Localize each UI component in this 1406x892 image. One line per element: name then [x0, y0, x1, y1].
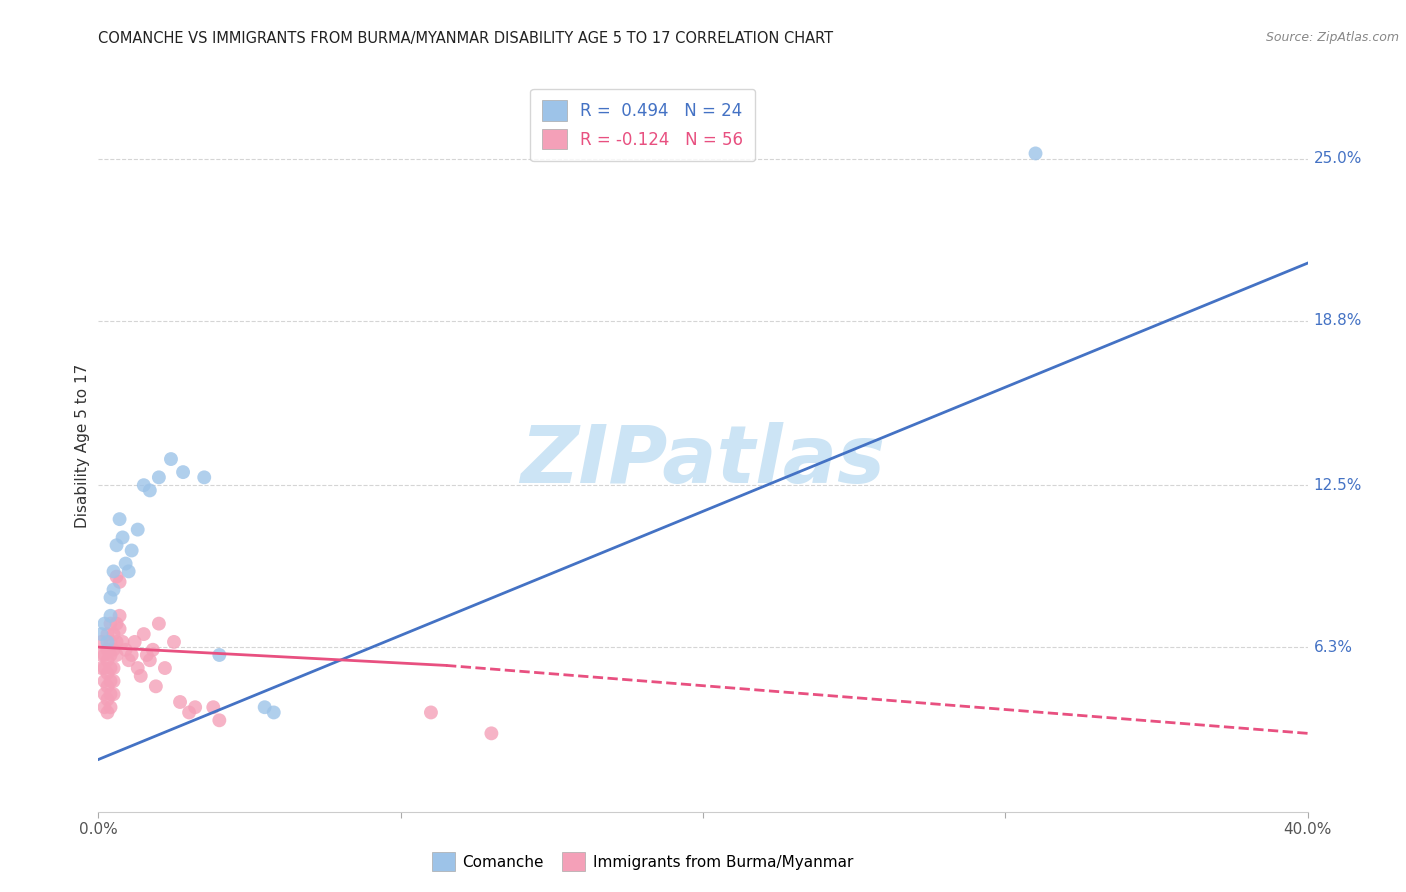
Point — [132, 478, 155, 492]
Point — [100, 700, 122, 714]
Point — [108, 512, 131, 526]
Point — [124, 635, 146, 649]
Point — [96, 692, 118, 706]
Point — [96, 679, 118, 693]
Point — [148, 470, 170, 484]
Point — [153, 661, 176, 675]
Text: Source: ZipAtlas.com: Source: ZipAtlas.com — [1265, 31, 1399, 45]
Point — [103, 627, 125, 641]
Point — [90, 627, 112, 641]
Point — [121, 648, 143, 662]
Point — [103, 582, 125, 597]
Point — [481, 726, 503, 740]
Point — [177, 706, 201, 720]
Point — [263, 706, 285, 720]
Point — [103, 565, 125, 579]
Point — [105, 635, 128, 649]
Text: 25.0%: 25.0% — [1313, 151, 1362, 166]
Point — [96, 627, 118, 641]
Point — [100, 635, 122, 649]
Text: ZIPatlas: ZIPatlas — [520, 422, 886, 500]
Point — [142, 642, 165, 657]
Point — [121, 543, 143, 558]
Point — [129, 669, 152, 683]
Point — [90, 661, 112, 675]
Text: 12.5%: 12.5% — [1313, 478, 1362, 492]
Point — [93, 661, 115, 675]
Point — [100, 687, 122, 701]
Point — [96, 642, 118, 657]
Point — [100, 648, 122, 662]
Point — [100, 616, 122, 631]
Point — [145, 679, 167, 693]
Point — [132, 627, 155, 641]
Point — [90, 648, 112, 662]
Point — [105, 616, 128, 631]
Point — [118, 653, 141, 667]
Point — [100, 591, 122, 605]
Point — [114, 642, 136, 657]
Point — [108, 622, 131, 636]
Point — [118, 565, 141, 579]
Point — [93, 674, 115, 689]
Point — [108, 608, 131, 623]
Point — [172, 465, 194, 479]
Point — [93, 700, 115, 714]
Point — [100, 608, 122, 623]
Point — [114, 557, 136, 571]
Point — [208, 714, 231, 728]
Point — [111, 635, 134, 649]
Point — [135, 648, 157, 662]
Point — [202, 700, 225, 714]
Point — [193, 470, 215, 484]
Point — [169, 695, 191, 709]
Point — [90, 635, 112, 649]
Point — [148, 616, 170, 631]
Text: 18.8%: 18.8% — [1313, 313, 1362, 328]
Point — [208, 648, 231, 662]
Point — [105, 648, 128, 662]
Point — [139, 653, 162, 667]
Point — [96, 653, 118, 667]
Point — [127, 523, 149, 537]
Point — [160, 452, 183, 467]
Point — [100, 674, 122, 689]
Text: 6.3%: 6.3% — [1313, 640, 1353, 655]
Point — [93, 687, 115, 701]
Point — [100, 661, 122, 675]
Point — [103, 687, 125, 701]
Y-axis label: Disability Age 5 to 17: Disability Age 5 to 17 — [75, 364, 90, 528]
Point — [103, 661, 125, 675]
Point — [127, 661, 149, 675]
Legend: Comanche, Immigrants from Burma/Myanmar: Comanche, Immigrants from Burma/Myanmar — [426, 847, 859, 877]
Point — [419, 706, 441, 720]
Point — [253, 700, 276, 714]
Point — [96, 666, 118, 681]
Point — [105, 538, 128, 552]
Point — [96, 635, 118, 649]
Point — [96, 706, 118, 720]
Point — [93, 616, 115, 631]
Text: COMANCHE VS IMMIGRANTS FROM BURMA/MYANMAR DISABILITY AGE 5 TO 17 CORRELATION CHA: COMANCHE VS IMMIGRANTS FROM BURMA/MYANMA… — [98, 31, 834, 46]
Point — [93, 648, 115, 662]
Point — [108, 574, 131, 589]
Point — [103, 642, 125, 657]
Point — [1024, 146, 1046, 161]
Point — [139, 483, 162, 498]
Point — [103, 674, 125, 689]
Point — [184, 700, 207, 714]
Point — [105, 569, 128, 583]
Point — [163, 635, 186, 649]
Point — [111, 530, 134, 544]
